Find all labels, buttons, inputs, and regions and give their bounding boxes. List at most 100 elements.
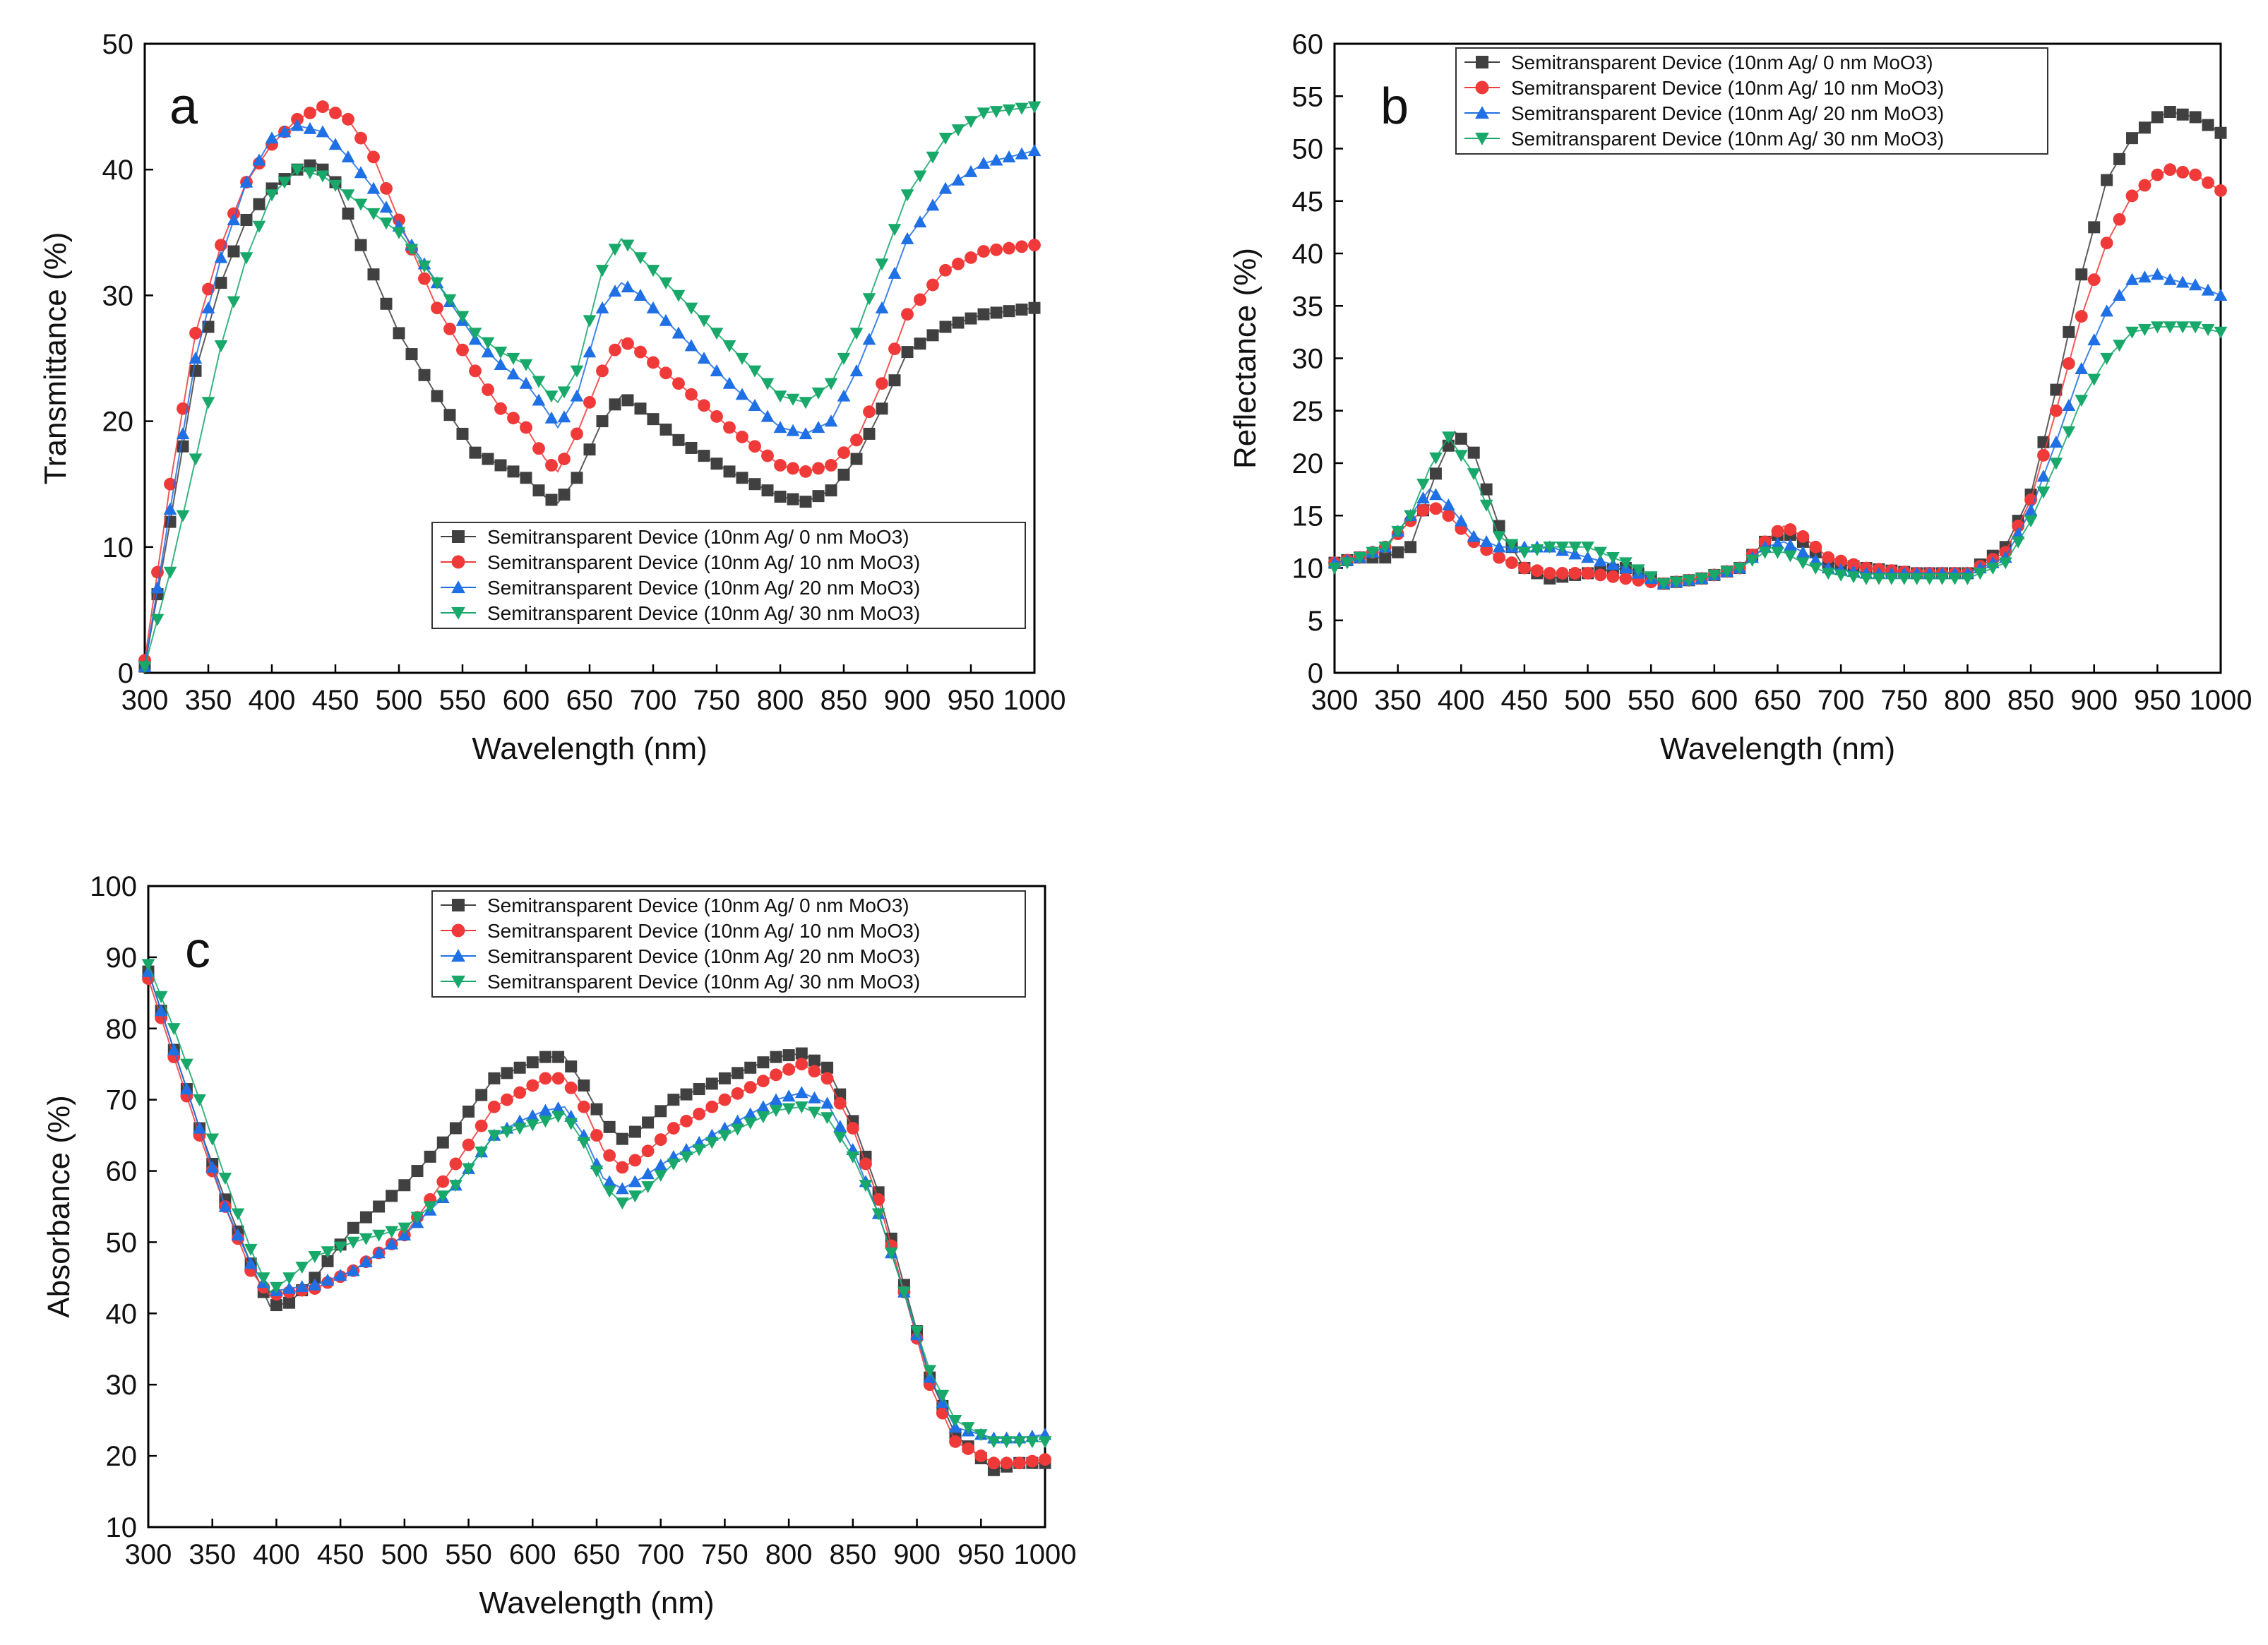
legend-label: Semitransparent Device (10nm Ag/ 10 nm M…: [487, 551, 920, 573]
y-tick-label: 50: [102, 29, 134, 60]
y-tick-label: 40: [106, 1298, 138, 1329]
data-point: [2202, 176, 2214, 189]
data-point: [2126, 132, 2138, 145]
legend-label: Semitransparent Device (10nm Ag/ 20 nm M…: [487, 577, 920, 599]
x-tick-label: 950: [2134, 685, 2181, 716]
data-point: [914, 293, 926, 306]
data-point: [1594, 554, 1607, 567]
data-point: [481, 345, 495, 358]
panel-b: 300 350 400 450 500 550 600 650 700 750 800 850 900 9…: [1228, 29, 2252, 766]
data-point: [500, 1126, 514, 1139]
data-point: [1479, 499, 1493, 512]
data-point: [321, 1246, 335, 1259]
data-point: [1847, 558, 1860, 571]
data-point: [513, 1061, 526, 1074]
data-point: [723, 465, 736, 478]
data-point: [494, 358, 508, 371]
data-point: [646, 301, 660, 313]
legend-marker: [451, 555, 465, 569]
legend-marker: [1475, 106, 1489, 119]
data-point: [1834, 554, 1848, 568]
data-point: [659, 277, 673, 289]
data-point: [2036, 486, 2051, 499]
data-point: [820, 1072, 834, 1085]
data-point: [987, 1456, 1001, 1470]
data-point: [875, 258, 889, 271]
legend-label: Semitransparent Device (10nm Ag/ 0 nm Mo…: [1511, 52, 1933, 73]
data-point: [564, 1081, 578, 1094]
data-point: [590, 1129, 603, 1142]
y-axis-title: Absorbance (%): [42, 1095, 76, 1317]
data-point: [481, 337, 495, 349]
data-point: [565, 1060, 578, 1073]
data-point: [316, 100, 329, 114]
data-point: [1530, 544, 1544, 556]
data-point: [616, 1161, 629, 1174]
data-point: [609, 398, 621, 411]
data-point: [283, 1296, 296, 1309]
data-point: [859, 1180, 873, 1192]
data-point: [167, 1023, 181, 1036]
data-point: [321, 1255, 334, 1267]
data-point: [2049, 457, 2063, 470]
x-axis-title: Wavelength (nm): [1660, 731, 1895, 766]
data-point: [304, 107, 316, 119]
x-tick-label: 450: [1501, 685, 1548, 716]
data-point: [595, 265, 609, 277]
data-point: [392, 227, 406, 239]
data-point: [654, 1159, 668, 1171]
data-point: [227, 245, 240, 258]
data-point: [596, 415, 609, 428]
data-point: [1416, 503, 1430, 517]
data-point: [462, 1163, 475, 1176]
data-point: [808, 1065, 821, 1078]
data-point: [482, 383, 494, 396]
series-square: [1328, 106, 2227, 590]
x-tick-label: 700: [637, 1539, 684, 1570]
data-point: [417, 261, 431, 273]
data-point: [748, 440, 761, 453]
data-point: [641, 1144, 655, 1158]
data-point: [1028, 239, 1041, 252]
y-tick-label: 30: [102, 280, 134, 311]
legend: Semitransparent Device (10nm Ag/ 0 nm Mo…: [431, 890, 1026, 998]
data-point: [189, 326, 202, 340]
data-point: [634, 345, 647, 359]
data-point: [812, 490, 825, 503]
data-point: [1505, 539, 1519, 551]
data-point: [876, 377, 888, 390]
data-point: [1784, 538, 1797, 551]
data-point: [1492, 540, 1506, 553]
data-point: [372, 1246, 386, 1259]
data-point: [411, 1165, 424, 1178]
data-point: [1454, 514, 1468, 527]
data-point: [1378, 542, 1392, 554]
data-point: [667, 1122, 680, 1135]
data-point: [1948, 573, 1962, 585]
data-point: [808, 1106, 821, 1119]
data-point: [977, 107, 991, 120]
data-point: [270, 1281, 283, 1294]
data-point: [808, 1091, 821, 1103]
data-point: [2113, 152, 2126, 165]
series-triangle-down: [1327, 321, 2228, 591]
y-tick-label: 20: [106, 1441, 138, 1472]
data-point: [616, 1132, 628, 1145]
data-point: [469, 446, 482, 459]
data-point: [1467, 468, 1481, 481]
data-point: [774, 459, 787, 472]
data-point: [239, 175, 253, 188]
data-point: [1517, 546, 1532, 559]
data-point: [951, 173, 965, 186]
data-point: [2214, 289, 2228, 301]
data-point: [1492, 531, 1506, 544]
data-point: [1442, 498, 1455, 511]
data-point: [977, 308, 990, 321]
panel-a: 300 350 400 450 500 550 600 650 700 750 800 850 900 9…: [38, 29, 1066, 766]
data-point: [1998, 557, 2012, 570]
y-tick-label: 60: [1292, 29, 1324, 60]
data-point: [1581, 567, 1594, 580]
data-point: [744, 1107, 758, 1120]
x-tick-label: 550: [1628, 685, 1675, 716]
data-point: [1027, 101, 1042, 114]
